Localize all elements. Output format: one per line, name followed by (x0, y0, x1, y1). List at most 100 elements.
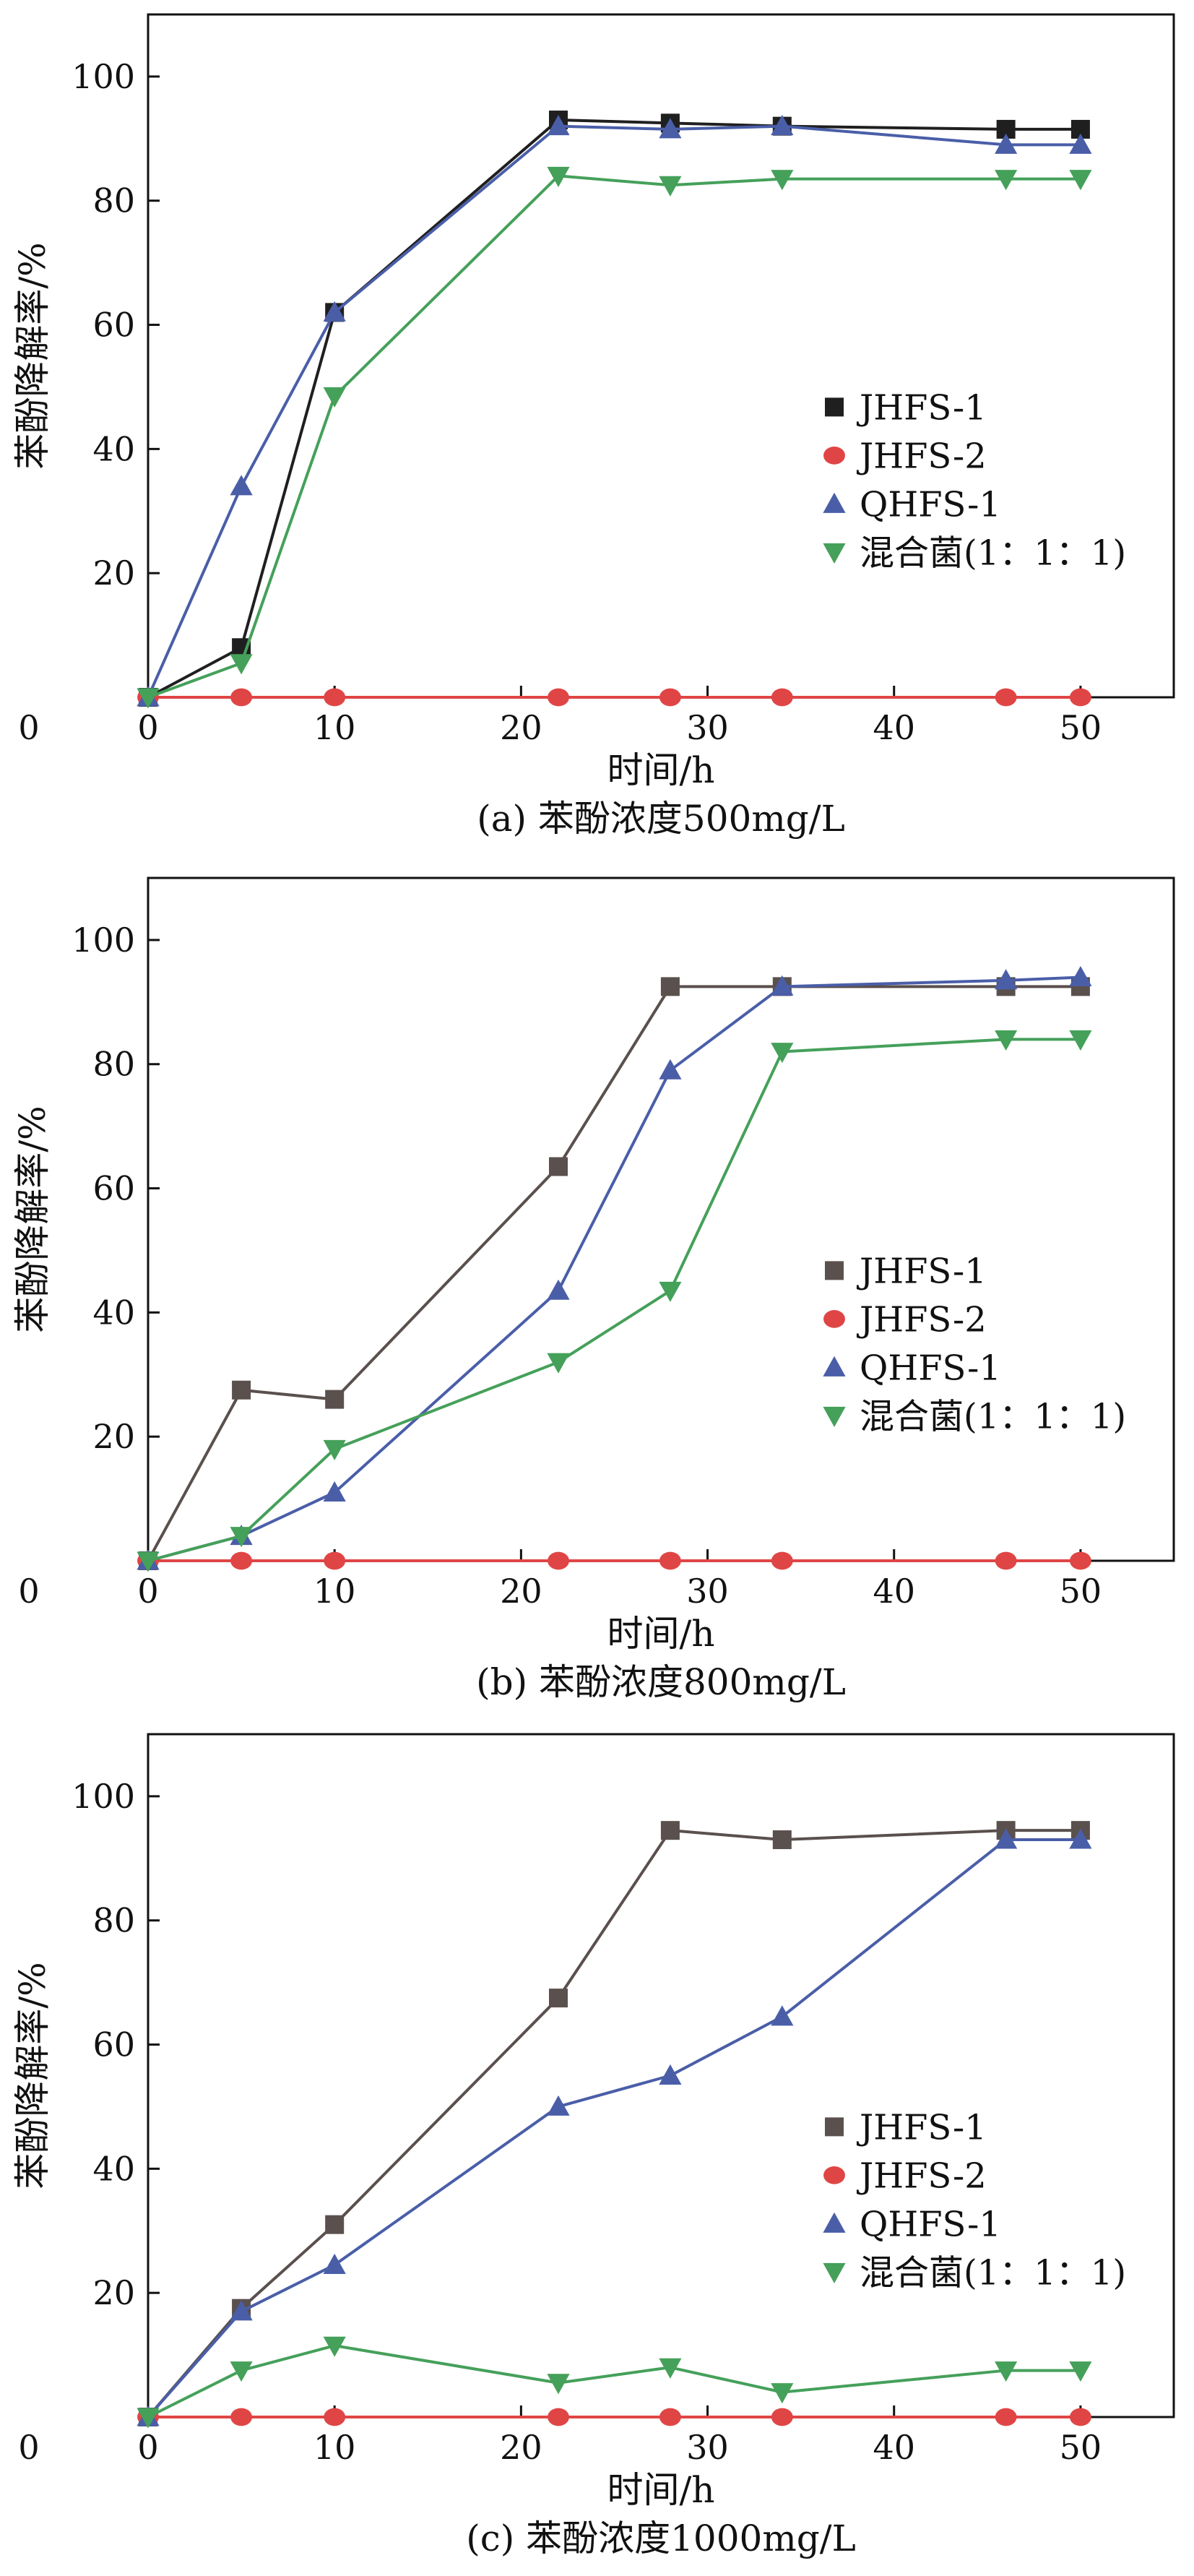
data-point (547, 1353, 570, 1374)
x-axis-label: 时间/h (607, 1613, 714, 1655)
x-tick-label: 10 (313, 2428, 356, 2467)
data-point (995, 1551, 1017, 1570)
chart-panel-1: 0 10 20 30 40 50 20 40 60 80 100 0 苯酚降解率/% 时间/h (a) 苯酚… (12, 13, 1175, 840)
panel-caption: (b) 苯酚浓度800mg/L (476, 1661, 846, 1703)
data-point (995, 2408, 1017, 2426)
data-point (323, 1439, 346, 1460)
legend-marker (823, 543, 846, 564)
x-axis-label: 时间/h (607, 2469, 714, 2511)
x-tick-label: 50 (1060, 2428, 1102, 2467)
data-point (230, 654, 253, 675)
y-tick-label: 100 (72, 57, 135, 96)
x-tick-label: 10 (313, 708, 356, 747)
data-point (771, 688, 793, 707)
data-point (659, 1281, 682, 1302)
data-point (771, 1043, 794, 1064)
legend-label: JHFS-1 (856, 1251, 987, 1291)
legend-marker (823, 2262, 846, 2283)
y-tick-label: 80 (92, 1045, 135, 1084)
data-point (230, 2361, 253, 2382)
x-tick-label: 20 (500, 708, 542, 747)
series-line (147, 174, 1081, 699)
x-tick-label: 40 (873, 1572, 915, 1611)
data-point (995, 969, 1018, 990)
data-point (1069, 170, 1092, 191)
legend-marker (825, 397, 844, 417)
data-point (323, 301, 346, 322)
data-point (548, 1551, 569, 1570)
data-point (323, 2253, 346, 2275)
legend-marker (823, 1310, 845, 1328)
y-tick-label: 100 (72, 1777, 135, 1816)
data-point (137, 688, 160, 709)
x-tick-label: 30 (686, 708, 729, 747)
legend-label: 混合菌(1：1：1) (860, 1396, 1126, 1436)
series-line (147, 1838, 1081, 2418)
legend-label: JHFS-2 (856, 1299, 987, 1340)
data-point (995, 688, 1017, 707)
data-point (549, 1989, 568, 2008)
legend-label: QHFS-1 (860, 2204, 1001, 2244)
data-point (1069, 1551, 1091, 1570)
data-point (659, 2408, 681, 2426)
y-tick-label: 20 (92, 1417, 135, 1456)
series-line (147, 1829, 1081, 2418)
x-tick-label: 50 (1060, 708, 1102, 747)
data-point (547, 2374, 570, 2395)
legend-label: JHFS-1 (856, 2107, 987, 2148)
data-point (230, 688, 253, 707)
legend-marker (823, 2212, 846, 2233)
data-point (547, 166, 570, 187)
origin-x-label: 0 (18, 1572, 39, 1611)
data-point (230, 1551, 253, 1570)
data-point (659, 2358, 682, 2379)
legend-label: QHFS-1 (860, 484, 1001, 525)
y-axis-label: 苯酚降解率/% (12, 242, 53, 469)
series-line (147, 975, 1081, 1562)
data-point (547, 2095, 570, 2116)
legend-marker (825, 2117, 844, 2137)
data-point (995, 133, 1018, 154)
legend-marker (823, 2166, 845, 2184)
origin-x-label: 0 (18, 708, 39, 747)
data-point (1069, 1030, 1092, 1051)
data-point (771, 115, 794, 136)
data-point (547, 1279, 570, 1300)
x-tick-label: 10 (313, 1572, 356, 1611)
data-point (995, 170, 1018, 191)
legend-marker (823, 447, 845, 465)
legend-marker (823, 492, 846, 513)
y-tick-label: 40 (92, 1293, 135, 1332)
y-tick-label: 100 (72, 921, 135, 960)
data-point (137, 2408, 160, 2429)
y-axis-label: 苯酚降解率/% (12, 1106, 53, 1332)
y-tick-label: 60 (92, 306, 135, 345)
x-tick-label: 0 (137, 708, 158, 747)
data-point (324, 688, 346, 707)
x-tick-label: 20 (500, 1572, 542, 1611)
x-tick-label: 0 (137, 2428, 158, 2467)
data-point (659, 118, 682, 139)
data-point (659, 1059, 682, 1080)
legend-label: JHFS-1 (856, 387, 987, 428)
data-point (323, 1481, 346, 1502)
panel-caption: (c) 苯酚浓度1000mg/L (466, 2517, 856, 2559)
series-line (147, 2344, 1081, 2418)
data-point (772, 1830, 792, 1850)
data-point (659, 2064, 682, 2085)
data-point (1069, 688, 1091, 707)
data-point (771, 975, 794, 996)
data-point (660, 977, 680, 996)
data-point (230, 2300, 253, 2321)
data-point (995, 2361, 1018, 2382)
data-point (230, 1527, 253, 1548)
data-point (771, 2408, 793, 2426)
data-point (771, 170, 794, 191)
legend-label: QHFS-1 (860, 1348, 1001, 1388)
data-point (1069, 1828, 1092, 1849)
data-point (137, 1551, 160, 1572)
data-point (549, 1157, 568, 1176)
data-point (1069, 965, 1092, 986)
